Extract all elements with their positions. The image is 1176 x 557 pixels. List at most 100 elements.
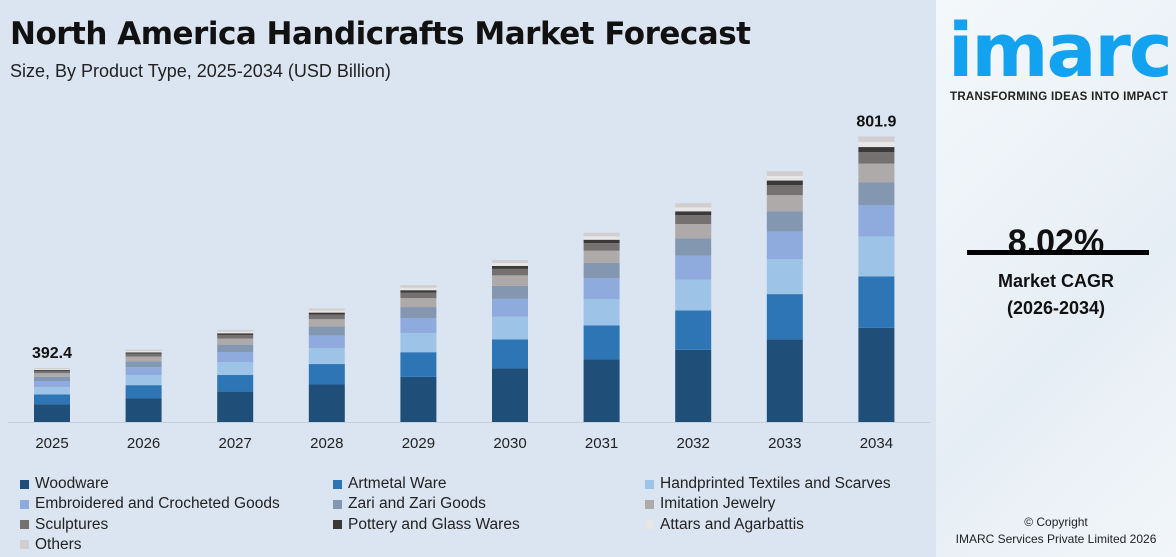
legend-label: Handprinted Textiles and Scarves [660,475,891,492]
bar-segment-embroidered-and-crocheted-goods-2029 [400,317,437,334]
bar-segment-attars-and-agarbattis-2032 [675,207,712,212]
bar-segment-handprinted-textiles-and-scarves-2033 [766,259,803,295]
bar-segment-pottery-and-glass-wares-2028 [308,312,345,315]
bar-segment-attars-and-agarbattis-2033 [766,176,803,181]
cagr-label: Market CAGR (2026-2034) [936,268,1176,322]
chart-subtitle: Size, By Product Type, 2025-2034 (USD Bi… [10,61,391,81]
bar-segment-sculptures-2030 [492,268,528,276]
bar-segment-imitation-jewelry-2028 [308,319,345,327]
bar-segment-handprinted-textiles-and-scarves-2026 [125,375,162,386]
legend-swatch [20,520,29,530]
bar-segment-others-2029 [400,285,437,288]
bar-segment-others-2028 [308,308,345,311]
bar-segment-sculptures-2028 [308,314,345,320]
bar-segment-artmetal-ware-2028 [308,364,345,385]
bar-segment-artmetal-ware-2025 [34,394,70,405]
x-tick-label: 2034 [860,435,893,452]
bar-segment-imitation-jewelry-2034 [858,163,895,183]
bar-segment-zari-and-zari-goods-2027 [217,344,254,352]
bar-segment-sculptures-2031 [583,243,620,251]
bar-segment-others-2031 [583,232,620,237]
bar-segment-pottery-and-glass-wares-2029 [400,290,437,293]
bar-segment-attars-and-agarbattis-2030 [492,263,528,266]
bar-segment-zari-and-zari-goods-2034 [858,182,895,206]
bar-segment-imitation-jewelry-2026 [125,356,162,362]
x-tick-label: 2028 [310,435,343,452]
bar-segment-woodware-2026 [125,398,162,422]
legend-item: Zari and Zari Goods [333,495,486,513]
x-tick-label: 2032 [677,435,710,452]
bar-segment-artmetal-ware-2026 [125,385,162,399]
bar-segment-embroidered-and-crocheted-goods-2032 [675,255,712,280]
bar-segment-sculptures-2033 [766,185,803,196]
bar-segment-zari-and-zari-goods-2031 [583,263,620,279]
bar-segment-handprinted-textiles-and-scarves-2030 [492,316,528,340]
cagr-label-text: Market CAGR [997,271,1115,291]
bar-segment-woodware-2030 [492,368,528,422]
x-tick-label: 2030 [493,435,526,452]
legend-swatch [333,479,342,489]
x-tick-label: 2025 [35,435,68,452]
bar-segment-attars-and-agarbattis-2025 [34,369,70,371]
legend-item: Sculptures [20,516,108,534]
bar-segment-imitation-jewelry-2031 [583,250,620,264]
bar-segment-zari-and-zari-goods-2028 [308,326,345,336]
x-tick-label: 2029 [402,435,435,452]
bar-segment-woodware-2031 [583,359,620,422]
bar-segment-woodware-2033 [766,339,803,422]
stacked-bar-chart: 2025 392.4 2026 2027 2028 2029 2030 2031 2032 203… [8,113,930,452]
bar-segment-zari-and-zari-goods-2033 [766,211,803,232]
bar-segment-sculptures-2034 [858,152,895,164]
legend-item: Handprinted Textiles and Scarves [645,475,891,493]
legend-item: Woodware [20,475,109,493]
legend-swatch [20,479,29,489]
bar-segment-woodware-2032 [675,349,712,422]
chart-panel: North America Handicrafts Market Forecas… [8,16,930,553]
bar-segment-others-2026 [125,349,162,352]
legend-swatch [20,540,29,550]
legend-label: Pottery and Glass Wares [348,515,520,533]
bar-segment-handprinted-textiles-and-scarves-2025 [34,386,70,395]
bar-segment-imitation-jewelry-2027 [217,338,254,345]
bar-segment-imitation-jewelry-2032 [675,223,712,239]
bar-segment-handprinted-textiles-and-scarves-2031 [583,298,620,326]
bar-segment-pottery-and-glass-wares-2027 [217,333,254,335]
bar-segment-attars-and-agarbattis-2027 [217,331,254,334]
data-label: 392.4 [32,345,72,362]
bar-segment-sculptures-2029 [400,292,437,299]
bar-segment-artmetal-ware-2031 [583,325,620,360]
legend-label: Attars and Agarbattis [660,515,804,533]
bar-segment-woodware-2025 [34,404,70,422]
bar-segment-pottery-and-glass-wares-2033 [766,180,803,186]
legend-item: Artmetal Ware [333,475,446,493]
bar-segment-artmetal-ware-2027 [217,375,254,392]
x-tick-label: 2031 [585,435,618,452]
bar-segment-attars-and-agarbattis-2028 [308,310,345,313]
legend-swatch [645,479,654,489]
bar-segment-woodware-2029 [400,376,437,422]
bar-segment-pottery-and-glass-wares-2025 [34,370,70,372]
bar-segment-woodware-2034 [858,327,895,422]
legend-swatch [645,520,654,530]
bar-segment-handprinted-textiles-and-scarves-2028 [308,348,345,365]
legend-label: Others [35,535,82,553]
bar-segment-embroidered-and-crocheted-goods-2028 [308,335,345,349]
legend-label: Imitation Jewelry [660,495,776,513]
bar-segment-pottery-and-glass-wares-2032 [675,211,712,216]
copyright: © Copyright IMARC Services Private Limit… [936,514,1176,548]
bar-segment-artmetal-ware-2034 [858,276,895,328]
legend-label: Artmetal Ware [348,475,447,492]
bar-segment-others-2034 [858,136,895,142]
bar-segment-artmetal-ware-2030 [492,339,528,369]
legend-swatch [333,520,342,530]
bar-segment-sculptures-2032 [675,215,712,224]
data-label: 801.9 [856,113,896,130]
copyright-line1: © Copyright [1024,515,1088,529]
bar-segment-embroidered-and-crocheted-goods-2031 [583,278,620,299]
bar-segment-handprinted-textiles-and-scarves-2034 [858,236,895,277]
bar-segment-embroidered-and-crocheted-goods-2025 [34,380,70,387]
legend-item: Pottery and Glass Wares [333,516,520,534]
bar-segment-artmetal-ware-2029 [400,352,437,377]
bar-segment-attars-and-agarbattis-2034 [858,141,895,148]
legend-label: Sculptures [35,515,109,533]
